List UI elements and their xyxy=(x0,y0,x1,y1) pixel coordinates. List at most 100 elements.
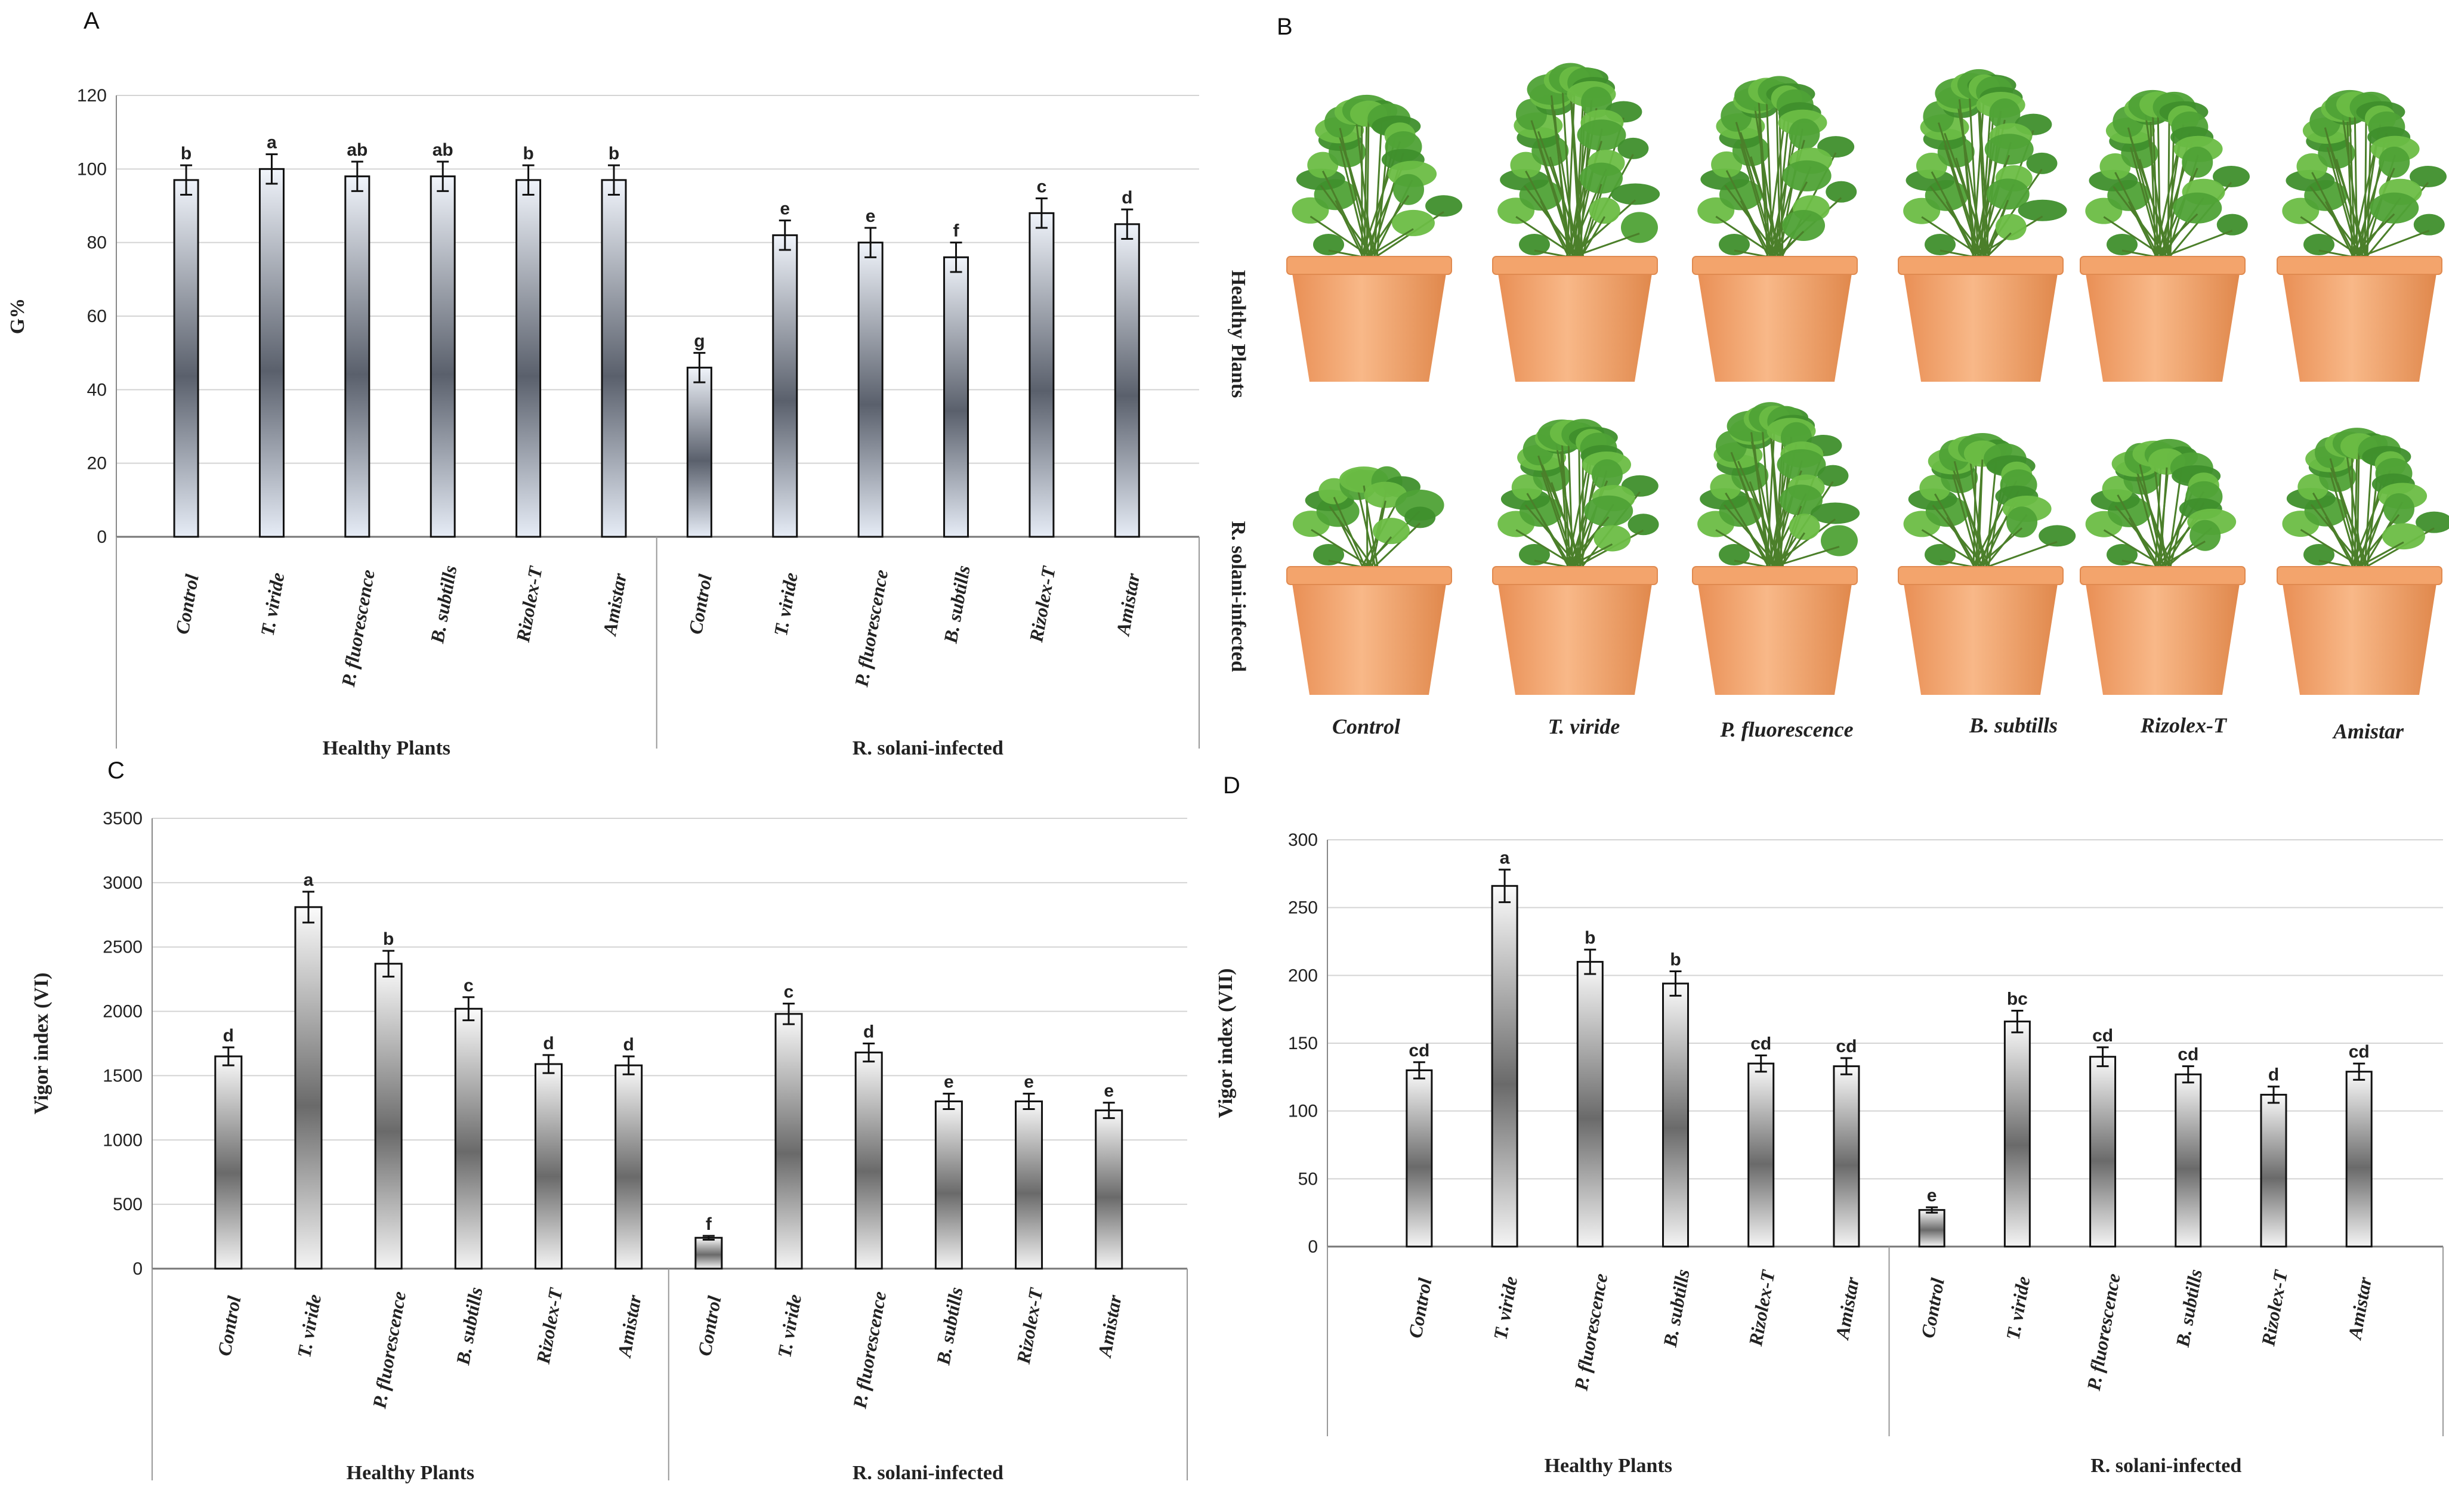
stem xyxy=(1972,457,1977,567)
pot-rim xyxy=(1898,256,2064,275)
significance-letter: b xyxy=(523,144,533,163)
y-tick-label: 50 xyxy=(1298,1169,1318,1189)
stem xyxy=(1773,546,1840,568)
potted-plant-infected-3 xyxy=(1692,402,1860,695)
category-label: P. fluorescence xyxy=(368,1290,410,1411)
leaf-cluster xyxy=(1584,495,1633,527)
panel-label-d: D xyxy=(1223,772,1240,799)
potted-plant-infected-5 xyxy=(2080,438,2246,695)
photo-row-label-infected: R. solani-infected xyxy=(1227,521,1249,672)
stem xyxy=(1373,522,1421,568)
pot-rim xyxy=(2277,566,2442,585)
stem xyxy=(1368,228,1414,258)
stem xyxy=(1921,529,1982,568)
y-tick-label: 1500 xyxy=(103,1066,143,1086)
stem xyxy=(1366,536,1392,567)
category-label: T. viride xyxy=(1489,1275,1521,1341)
stem xyxy=(2117,494,2160,567)
leaf-cluster xyxy=(1782,160,1832,191)
pot-body xyxy=(1497,580,1653,695)
bar-healthy-plants-p-fluorescence xyxy=(374,963,403,1270)
stem xyxy=(1540,472,1574,567)
leaf-cluster xyxy=(2303,544,2334,565)
pot-body xyxy=(1292,580,1447,695)
category-label: Control xyxy=(213,1294,245,1358)
stem xyxy=(1981,169,2043,257)
stem xyxy=(1561,86,1574,257)
stem xyxy=(2311,172,2357,257)
bar-r-solani-infected-p-fluorescence xyxy=(854,1052,883,1270)
bar-r-solani-infected-t-viride xyxy=(772,234,798,538)
stem xyxy=(1968,454,1985,567)
stem xyxy=(2312,492,2357,567)
stem xyxy=(2356,452,2360,567)
significance-letter: d xyxy=(543,1034,554,1053)
y-tick-label: 200 xyxy=(1288,966,1318,985)
chart-c-vigor-index-1: 0 500 1000 1500 2000 2500 3000 3500 Vigor index … xyxy=(30,809,1188,1484)
category-label: T. viride xyxy=(2002,1275,2034,1341)
y-tick-label: 300 xyxy=(1288,830,1318,850)
potted-plant-healthy-4 xyxy=(1898,69,2067,382)
y-tick-label: 120 xyxy=(77,86,107,106)
y-tick-label: 20 xyxy=(87,454,107,474)
panel-label-a: A xyxy=(84,8,100,34)
leaf-cluster xyxy=(1627,514,1659,536)
leaf-cluster xyxy=(1826,181,1857,203)
significance-letter: e xyxy=(944,1072,954,1092)
stem xyxy=(2346,120,2354,257)
leaf-cluster xyxy=(2410,165,2447,187)
category-label: Amistar xyxy=(1111,571,1144,638)
pot-rim xyxy=(1286,256,1452,275)
bar-r-solani-infected-amistar xyxy=(1114,223,1140,538)
stem xyxy=(2361,230,2430,258)
category-label: Amistar xyxy=(2343,1275,2376,1342)
bar-healthy-plants-t-viride xyxy=(1491,885,1518,1248)
stem xyxy=(1977,459,1984,567)
category-label: P. fluorescence xyxy=(2083,1272,2124,1393)
stem xyxy=(1328,559,1361,568)
bar-r-solani-infected-rizolex-t xyxy=(1015,1100,1043,1270)
stem xyxy=(2127,201,2157,257)
leaf-cluster xyxy=(1995,214,2027,240)
category-label: B. subtills xyxy=(2172,1267,2206,1349)
bar-r-solani-infected-p-fluorescence xyxy=(857,242,884,538)
stem xyxy=(1525,170,1572,257)
leaf-cluster xyxy=(2303,234,2334,255)
stem xyxy=(2151,111,2159,257)
stem xyxy=(1568,543,1613,568)
stem xyxy=(1534,559,1567,568)
significance-letter: f xyxy=(706,1214,712,1234)
category-label: B. subtills xyxy=(939,564,974,645)
leaf-cluster xyxy=(1789,514,1820,540)
bar-r-solani-infected-control xyxy=(694,1236,723,1270)
potted-plant-infected-2 xyxy=(1492,419,1659,695)
panel-label-b: B xyxy=(1277,14,1293,40)
stem xyxy=(1565,516,1610,567)
chart-a-germination: 0 20 40 60 80 100 120 G% Healthy Plants R. solani… xyxy=(7,86,1200,759)
significance-letter: a xyxy=(267,133,277,153)
y-tick-label: 60 xyxy=(87,307,107,326)
stem xyxy=(1977,527,2023,568)
y-tick-label: 100 xyxy=(1288,1102,1318,1121)
potted-plant-infected-4 xyxy=(1898,433,2076,695)
significance-letter: a xyxy=(1500,848,1510,868)
stem xyxy=(1566,85,1576,257)
bar-healthy-plants-t-viride xyxy=(258,168,285,538)
pot-body xyxy=(2282,580,2437,695)
photo-col-label-amistar: Amistar xyxy=(2332,719,2404,743)
stem xyxy=(1725,492,1772,567)
pot-rim xyxy=(1692,566,1858,585)
pot-body xyxy=(2085,580,2240,695)
category-label: Amistar xyxy=(1094,1293,1126,1360)
category-label: Control xyxy=(1917,1276,1948,1340)
stem xyxy=(1968,91,1979,257)
photo-col-label-control: Control xyxy=(1332,715,1400,738)
stem xyxy=(1987,540,2058,568)
significance-letter: b xyxy=(609,144,619,163)
group-label-healthy-plants: Healthy Plants xyxy=(1545,1455,1672,1477)
potted-plant-healthy-6 xyxy=(2277,89,2447,382)
leaf-cluster xyxy=(1611,183,1660,205)
bar-r-solani-infected-t-viride xyxy=(774,1013,803,1270)
pot-body xyxy=(2282,270,2437,382)
stem xyxy=(1578,184,1602,257)
